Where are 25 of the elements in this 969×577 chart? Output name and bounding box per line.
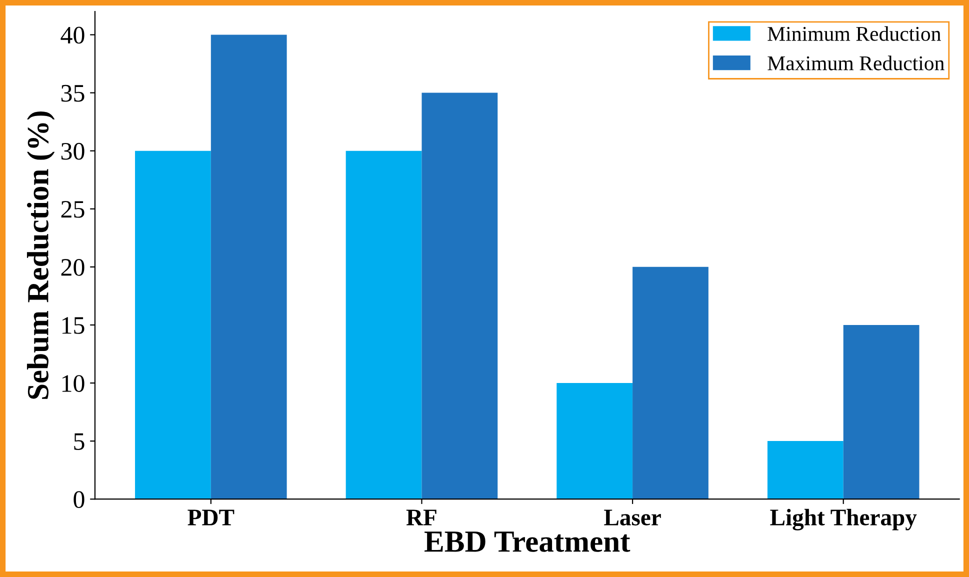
y-tick-label: 0 xyxy=(74,491,84,508)
y-tick-label: 40 xyxy=(60,26,84,44)
bar xyxy=(767,441,844,500)
legend-label: Maximum Reduction xyxy=(768,56,944,70)
y-tick-label: 20 xyxy=(61,258,84,276)
bar xyxy=(135,150,211,500)
bar xyxy=(422,92,498,500)
bar xyxy=(556,383,633,500)
y-tick-label: 5 xyxy=(74,433,84,450)
y-axis-title: Sebum Reduction (%) xyxy=(26,112,55,399)
y-tick-label: 10 xyxy=(62,375,84,392)
x-tick-label: RF xyxy=(406,510,436,526)
legend-label: Minimum Reduction xyxy=(768,26,941,41)
x-tick-label: Laser xyxy=(604,510,661,526)
bar xyxy=(632,266,708,500)
x-axis-title: EBD Treatment xyxy=(424,532,630,552)
bar xyxy=(346,150,422,500)
y-tick-label: 15 xyxy=(62,317,84,334)
x-tick-label: PDT xyxy=(188,510,234,526)
y-tick-label: 25 xyxy=(61,201,84,218)
x-tick-label: Light Therapy xyxy=(770,508,917,530)
y-tick-label: 35 xyxy=(61,84,84,102)
bar xyxy=(843,324,920,500)
bar xyxy=(210,34,287,500)
y-tick-label: 30 xyxy=(61,142,84,160)
